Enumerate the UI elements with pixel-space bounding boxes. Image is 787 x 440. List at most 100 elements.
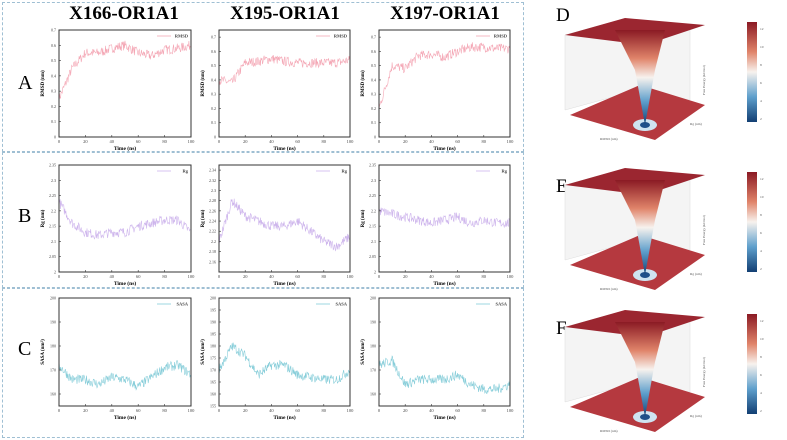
x-tick-label: 0 [218,274,221,279]
y-tick-label: 2.2 [371,208,376,213]
legend-label: Rg [342,169,348,174]
y-tick-label: 0.7 [51,28,56,33]
x-tick-label: 0 [218,408,221,413]
x-tick-label: 40 [429,274,434,279]
x-tick-label: 100 [188,139,196,144]
legend-label: RMSD [494,34,508,39]
y-tick-label: 160 [370,392,376,397]
y-tick-label: 2.15 [369,224,376,229]
y-tick-label: 2.28 [209,198,216,203]
y-axis-label: Rg (nm) [41,209,46,227]
x-axis-label: Time (ns) [273,414,296,421]
panel-row-a [2,2,524,152]
y-tick-label: 2.15 [49,224,56,229]
x-tick-label: 20 [83,408,88,413]
x-tick-label: 20 [83,274,88,279]
y-tick-label: 0 [374,135,376,140]
chart-rg-2: 2 2.05 2.1 2.15 2.2 2.25 2.3 2.35 0 20 40 60 80 100 Ti… [361,163,514,288]
data-series-line [218,342,350,384]
panel-row-b [2,152,524,288]
y-axis-label: RMSD (nm) [41,70,46,97]
x-tick-label: 0 [378,139,381,144]
y-tick-label: 2.24 [209,219,216,224]
x-tick-label: 40 [269,408,274,413]
x-tick-label: 60 [455,139,460,144]
x-tick-label: 20 [243,139,248,144]
plot-frame [378,164,511,273]
x-tick-label: 0 [58,139,61,144]
x-tick-label: 40 [429,139,434,144]
y-tick-label: 2.18 [209,249,216,254]
x-tick-label: 60 [455,408,460,413]
y-tick-label: 2.25 [369,193,376,198]
title-x166: X166-OR1A1 [69,3,179,24]
y-tick-label: 190 [50,320,56,325]
y-tick-label: 0.4 [51,73,56,78]
x-tick-label: 60 [455,274,460,279]
chart-sasa-2: 160 170 180 190 200 0 20 40 60 80 100 Time (ns) SASA… [360,296,514,422]
x-tick-label: 0 [58,408,61,413]
y-tick-label: 180 [50,344,56,349]
y-tick-label: 180 [370,344,376,349]
x-tick-label: 100 [347,139,355,144]
y-tick-label: 195 [210,308,216,313]
y-axis-label: SASA (nm²) [40,339,46,365]
x-tick-label: 0 [378,274,381,279]
x-axis-label: Time (ns) [114,280,137,287]
y-tick-label: 0.3 [211,92,216,97]
x-tick-label: 80 [482,274,487,279]
x-tick-label: 100 [188,274,196,279]
x-tick-label: 60 [295,408,300,413]
row-label-c: C [18,338,32,360]
chart-sasa-0: 160 170 180 190 200 0 20 40 60 80 100 Time (ns) SASA… [40,296,195,422]
x-tick-label: 80 [482,139,487,144]
x-axis-label: Time (ns) [114,414,137,421]
y-tick-label: 2.35 [369,163,376,168]
y-tick-label: 2.35 [49,163,56,168]
x-tick-label: 100 [507,139,515,144]
x-tick-label: 60 [136,408,141,413]
y-axis-label: Rg (nm) [201,209,206,227]
x-tick-label: 80 [162,139,167,144]
x-axis-label: Time (ns) [273,280,296,287]
y-tick-label: 2.34 [209,168,216,173]
x-tick-label: 20 [83,139,88,144]
plot-frame [218,164,351,273]
x-tick-label: 40 [269,274,274,279]
legend-label: RMSD [334,34,348,39]
y-tick-label: 0.6 [211,49,216,54]
y-tick-label: 185 [210,332,216,337]
y-tick-label: 180 [210,344,216,349]
plot-frame [378,29,511,138]
x-axis-label: Time (ns) [433,280,456,287]
x-tick-label: 60 [295,274,300,279]
y-tick-label: 175 [210,356,216,361]
y-tick-label: 2.1 [51,239,56,244]
x-tick-label: 20 [243,408,248,413]
data-series-line [378,355,510,395]
y-axis-label: Rg (nm) [361,209,366,227]
y-axis-label: SASA (nm²) [200,339,206,365]
y-axis-label: RMSD (nm) [201,70,206,97]
plot-frame [58,297,192,407]
y-axis-label: SASA (nm²) [360,339,366,365]
legend-label: SASA [176,302,188,307]
x-tick-label: 0 [218,139,221,144]
x-tick-label: 80 [162,274,167,279]
x-tick-label: 20 [243,274,248,279]
chart-sasa-1: 155 160 165 170 175 180 185 190 195 200 0 20 40 60 80 1… [200,296,354,422]
x-tick-label: 20 [403,274,408,279]
y-tick-label: 2.05 [369,254,376,259]
y-tick-label: 0.1 [51,119,56,124]
y-tick-label: 200 [210,296,216,301]
plot-frame [58,29,192,138]
x-tick-label: 80 [322,274,327,279]
chart-rg-0: 2 2.05 2.1 2.15 2.2 2.25 2.3 2.35 0 20 40 60 80 100 Ti… [41,163,195,288]
data-series-line [378,207,510,229]
x-axis-label: Time (ns) [433,145,456,152]
y-tick-label: 0.2 [51,104,56,109]
y-tick-label: 170 [210,368,216,373]
y-tick-label: 170 [50,368,56,373]
title-x197: X197-OR1A1 [390,3,500,24]
x-tick-label: 80 [482,408,487,413]
